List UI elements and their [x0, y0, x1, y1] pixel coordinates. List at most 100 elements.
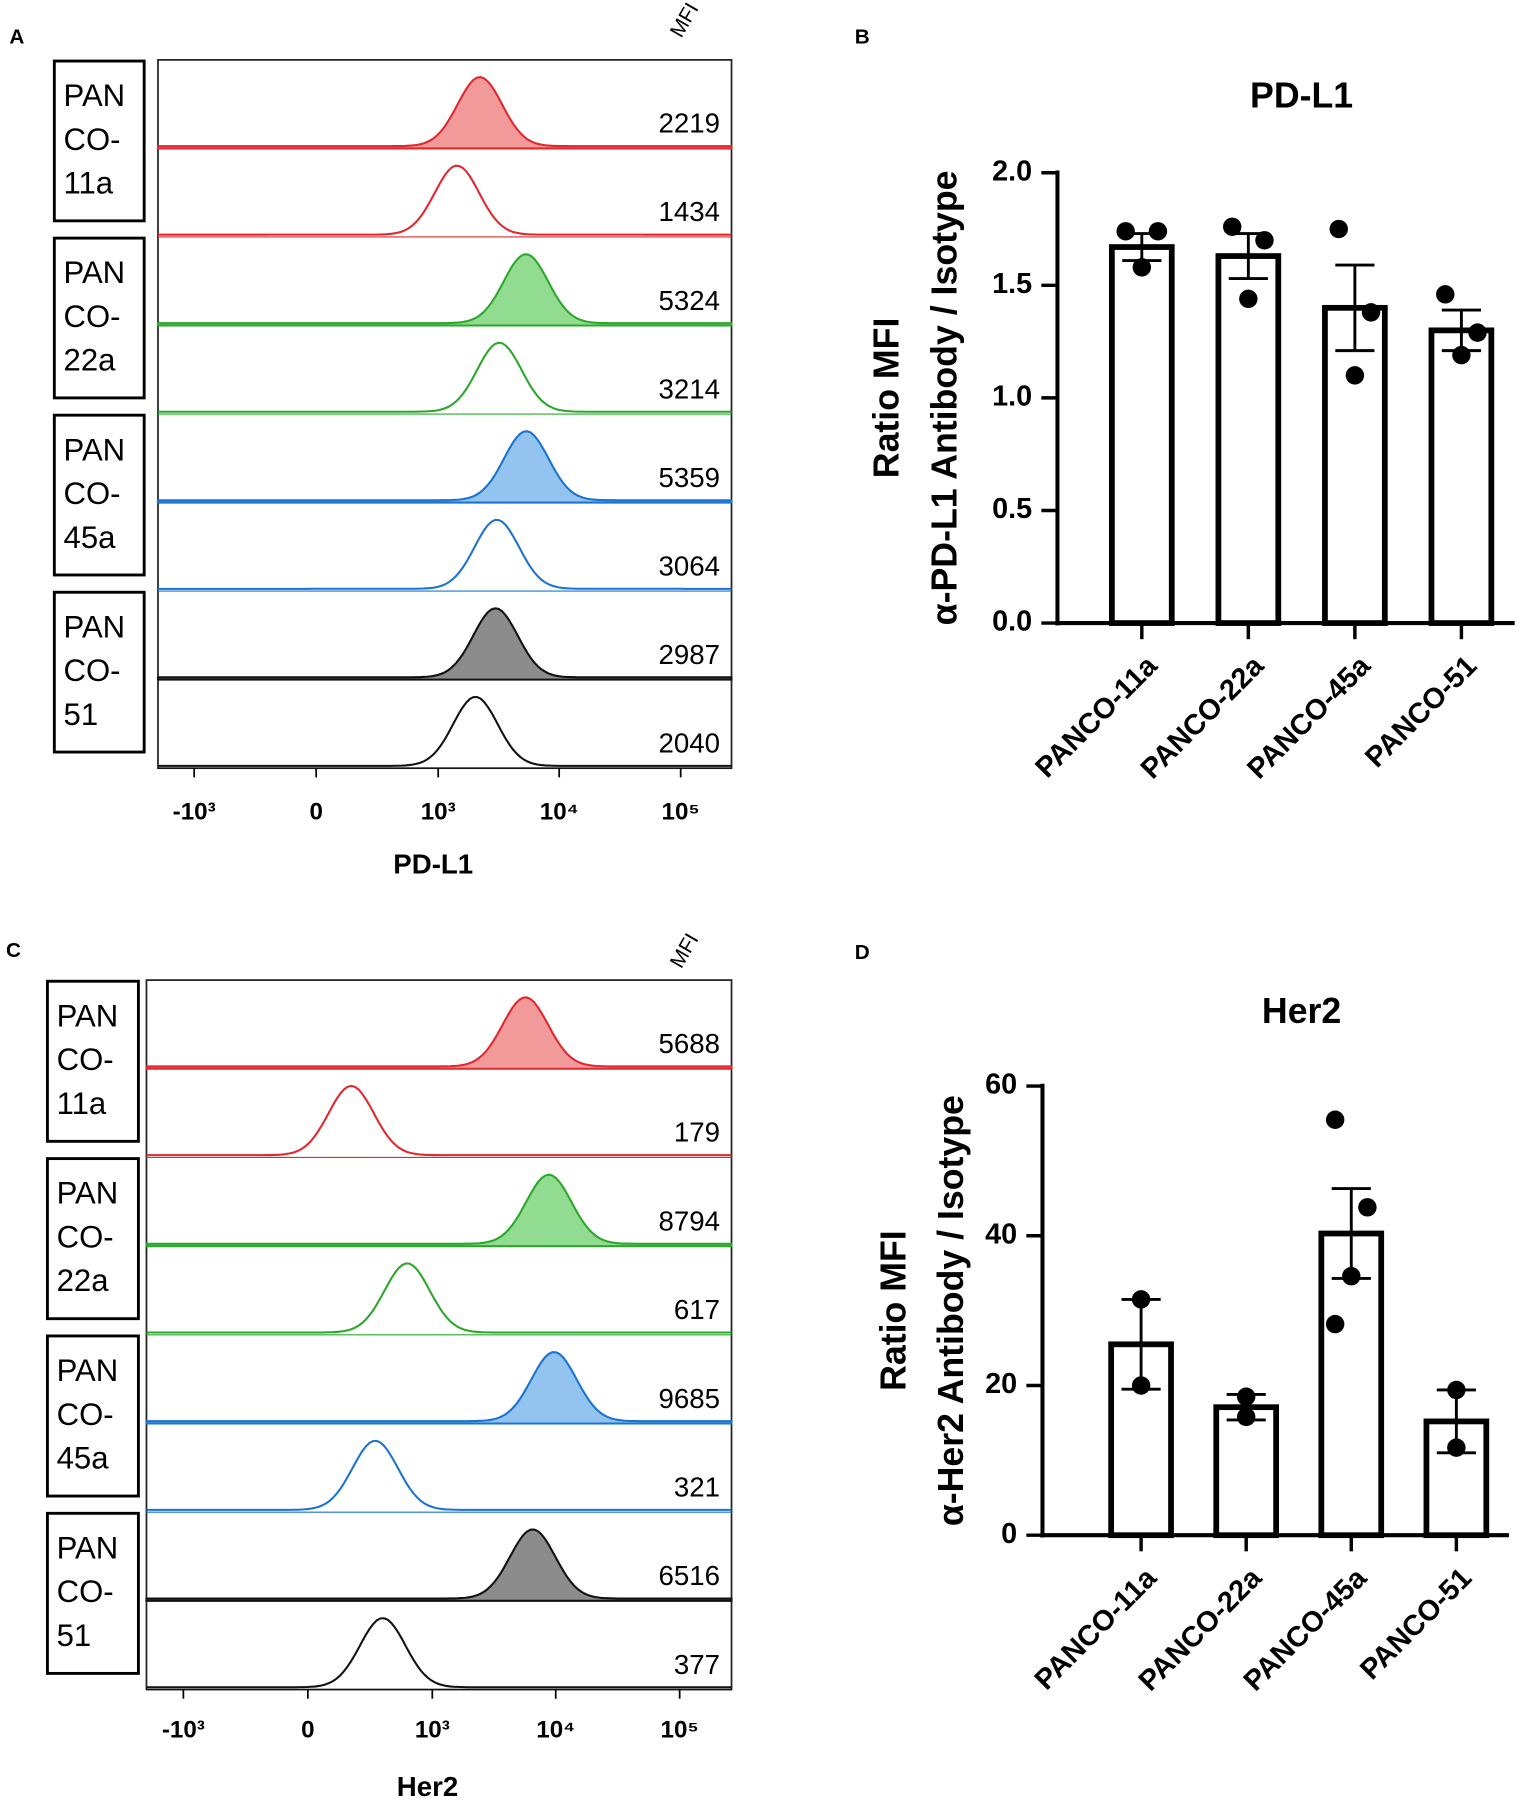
- sample-label: CO-: [64, 299, 121, 334]
- sample-label: 11a: [64, 166, 114, 201]
- sample-label: PAN: [57, 1353, 119, 1388]
- x-tick-label: 10³: [421, 798, 456, 825]
- data-point: [1358, 1198, 1377, 1217]
- mfi-value: 5359: [659, 462, 720, 493]
- density-curve: [157, 518, 732, 590]
- bar: [1428, 327, 1495, 626]
- y-tick-label: 0.0: [992, 606, 1032, 638]
- sample-label: PAN: [57, 998, 119, 1033]
- mfi-header: MFI: [666, 930, 704, 972]
- sample-box: [45, 1334, 140, 1498]
- mfi-value: 3214: [659, 373, 720, 404]
- data-point: [1361, 303, 1381, 322]
- density-curve: [157, 695, 732, 767]
- sample-label: 22a: [57, 1263, 110, 1298]
- sample-label: PAN: [64, 609, 126, 644]
- mfi-value: 3064: [659, 550, 720, 581]
- sample-label: CO-: [64, 653, 121, 688]
- density-curve: [145, 996, 733, 1070]
- sample-label: PAN: [57, 1176, 119, 1211]
- mfi-value: 321: [674, 1471, 720, 1502]
- density-curve: [145, 1528, 733, 1602]
- x-axis-label: Her2: [397, 1771, 458, 1802]
- chart-title: PD-L1: [1250, 75, 1353, 115]
- y-tick-label: 60: [985, 1069, 1017, 1101]
- density-curve: [146, 1262, 732, 1334]
- data-point: [1452, 345, 1471, 365]
- sample-label: 45a: [57, 1441, 110, 1476]
- sample-label: PAN: [64, 255, 126, 290]
- data-point: [1447, 1380, 1466, 1400]
- mfi-value: 179: [674, 1117, 720, 1148]
- x-tick-label: 10⁴: [540, 798, 579, 825]
- x-tick-label: PANCO-51: [1354, 1562, 1478, 1686]
- mfi-value: 5324: [659, 285, 720, 316]
- bar: [1215, 253, 1282, 626]
- sample-label: CO-: [57, 1042, 114, 1077]
- data-point: [1236, 1387, 1256, 1406]
- data-point: [1325, 1314, 1345, 1334]
- density-curve: [145, 1351, 733, 1425]
- data-point: [1239, 289, 1258, 309]
- mfi-value: 617: [674, 1294, 720, 1325]
- bar: [1322, 304, 1388, 626]
- y-tick-label: 0.5: [992, 493, 1032, 525]
- data-point: [1255, 231, 1274, 250]
- x-tick-label: -10³: [162, 1716, 205, 1743]
- sample-box: [45, 979, 140, 1143]
- y-axis-label: α-PD-L1 Antibody / Isotype: [924, 170, 964, 625]
- sample-box: [45, 1157, 140, 1321]
- sample-box: [52, 59, 146, 223]
- error-bar: [1335, 263, 1375, 353]
- sample-label: PAN: [57, 1530, 119, 1565]
- y-axis-label: Ratio MFI: [874, 1230, 914, 1391]
- x-axis-label: PD-L1: [393, 848, 473, 879]
- data-point: [1436, 285, 1455, 304]
- sample-box: [52, 413, 146, 577]
- panel-letter: B: [855, 25, 870, 48]
- sample-box: [45, 1511, 140, 1675]
- data-point: [1131, 1290, 1151, 1309]
- mfi-value: 2987: [659, 639, 720, 670]
- data-point: [1236, 1407, 1256, 1427]
- density-curve: [145, 1173, 733, 1248]
- panel-letter: A: [9, 25, 24, 48]
- sample-label: 11a: [57, 1086, 107, 1121]
- data-point: [1132, 258, 1152, 277]
- sample-box: [52, 590, 146, 754]
- data-point: [1447, 1438, 1466, 1457]
- x-tick-label: 0: [309, 798, 322, 825]
- data-point: [1342, 1266, 1361, 1286]
- y-tick-label: 40: [985, 1218, 1017, 1250]
- sample-label: CO-: [64, 122, 121, 157]
- sample-label: CO-: [64, 476, 121, 511]
- density-curve: [146, 1439, 732, 1511]
- mfi-value: 6516: [659, 1560, 720, 1591]
- density-curve: [156, 75, 733, 150]
- sample-label: PAN: [64, 78, 126, 113]
- mfi-value: 1434: [659, 196, 720, 227]
- density-curve: [146, 1617, 732, 1689]
- x-tick-label: 10³: [415, 1716, 450, 1743]
- mfi-value: 377: [674, 1649, 720, 1680]
- x-tick-label: 10⁵: [661, 1716, 699, 1743]
- density-curve: [156, 253, 733, 327]
- data-point: [1468, 323, 1487, 342]
- chart-title: Her2: [1262, 991, 1341, 1031]
- mfi-value: 2040: [659, 727, 720, 758]
- sample-label: CO-: [57, 1219, 114, 1254]
- y-tick-label: 0: [1001, 1518, 1017, 1550]
- panel-letter: C: [6, 939, 21, 962]
- sample-label: 51: [57, 1618, 92, 1653]
- x-tick-label: PANCO-51: [1359, 650, 1483, 774]
- data-point: [1345, 366, 1365, 385]
- mfi-value: 8794: [659, 1205, 720, 1236]
- x-tick-label: 10⁴: [536, 1716, 575, 1743]
- mfi-value: 9685: [659, 1383, 720, 1414]
- y-axis-label: Ratio MFI: [867, 318, 907, 479]
- y-tick-label: 2.0: [992, 155, 1032, 187]
- density-curve: [157, 164, 732, 236]
- y-tick-label: 1.5: [992, 268, 1032, 300]
- data-point: [1131, 1376, 1151, 1395]
- panel-letter: D: [855, 941, 870, 964]
